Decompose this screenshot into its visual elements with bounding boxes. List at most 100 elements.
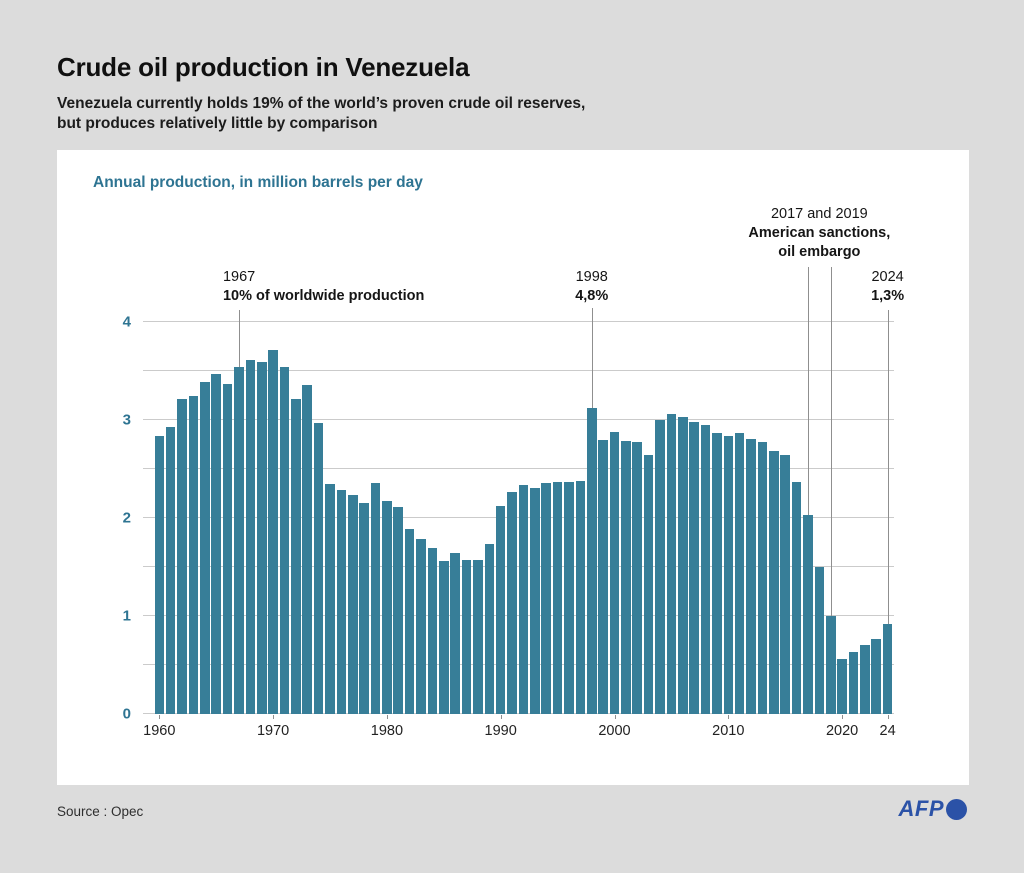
annotation-line-2017: [807, 267, 809, 516]
afp-logo: AFP: [899, 796, 967, 822]
bar-2023: [871, 638, 882, 714]
bar-2013: [757, 441, 768, 714]
bar-2008: [700, 424, 711, 714]
bar-1963: [188, 395, 199, 714]
bar-2019: [825, 616, 836, 714]
bar-1974: [313, 422, 324, 714]
bar-2007: [689, 421, 699, 714]
bar-1996: [564, 481, 574, 714]
bar-1976: [336, 489, 347, 714]
bar-1964: [200, 381, 210, 714]
gridline: [143, 713, 894, 714]
bar-2022: [860, 645, 870, 714]
bar-2021: [848, 652, 859, 714]
subtitle-line-2: but produces relatively little by compar…: [57, 115, 378, 132]
x-axis-tick: [159, 715, 161, 719]
source-label: Source : Opec: [57, 804, 144, 819]
x-axis-tick: [887, 715, 889, 719]
gridline: [143, 566, 894, 567]
subtitle-line-1: Venezuela currently holds 19% of the wor…: [57, 95, 586, 112]
bar-2000: [609, 431, 620, 714]
annotation-prod1967: 1967 10% of worldwide production: [223, 268, 424, 306]
bar-1960: [154, 435, 165, 714]
bar-1993: [530, 487, 540, 714]
x-axis-tick: [386, 715, 388, 719]
annotation-text-line: 10% of worldwide production: [222, 288, 425, 304]
bar-2020: [837, 659, 847, 714]
afp-logo-dot-icon: [946, 798, 967, 820]
bar-2024: [882, 623, 893, 714]
chart-title: Annual production, in million barrels pe…: [93, 174, 423, 191]
bar-1971: [279, 367, 290, 714]
annotation-sanctions: 2017 and 2019 American sanctions, oil emba…: [748, 205, 890, 262]
bar-1970: [268, 350, 278, 714]
annotation-text-line: oil embargo: [778, 244, 861, 260]
bar-1998: [586, 408, 597, 714]
bar-1984: [427, 548, 438, 714]
bar-1994: [541, 482, 551, 714]
bar-2006: [677, 417, 688, 714]
x-axis-tick: [614, 715, 616, 719]
bar-2012: [746, 438, 756, 714]
bar-1988: [473, 560, 483, 714]
annotation-text-line: 1998: [575, 269, 608, 285]
bar-1975: [325, 483, 335, 714]
gridline: [143, 615, 894, 616]
bar-1982: [404, 528, 415, 714]
bar-2004: [655, 420, 665, 714]
x-axis-label: 24: [879, 723, 896, 739]
y-axis-label: 4: [122, 313, 131, 331]
gridline: [143, 468, 894, 469]
x-axis-tick: [728, 715, 730, 719]
x-axis-label: 2020: [825, 723, 859, 739]
annotation-share1998: 1998 4,8%: [575, 268, 608, 306]
x-axis-label: 1980: [370, 723, 404, 739]
bar-1987: [461, 560, 472, 714]
bar-2009: [712, 432, 722, 714]
bar-1983: [416, 538, 426, 714]
bar-1978: [359, 503, 369, 714]
gridline: [143, 370, 894, 371]
bar-1980: [382, 501, 392, 714]
bar-1962: [177, 399, 187, 714]
annotation-text-line: 4,8%: [575, 288, 609, 304]
y-axis-label: 2: [122, 509, 131, 527]
bar-2001: [621, 440, 631, 714]
bar-1989: [484, 544, 495, 714]
bar-1969: [256, 362, 267, 714]
x-axis-tick: [842, 715, 844, 719]
annotation-line-1967: [238, 310, 240, 368]
y-axis-label: 3: [122, 411, 131, 429]
x-axis-tick: [500, 715, 502, 719]
x-axis-label: 2000: [598, 723, 631, 739]
bar-1973: [302, 384, 313, 714]
bar-2011: [734, 432, 745, 714]
bar-2016: [791, 481, 802, 714]
bar-1997: [575, 480, 586, 714]
bar-2014: [769, 451, 779, 714]
bar-1990: [495, 506, 506, 714]
bar-1995: [552, 481, 563, 714]
x-axis-label: 1960: [143, 723, 176, 739]
bar-chart-plot: 0 1 2 3 4 1960 1970 1980 1990 2000 2010 2020 24 1967 1…: [123, 206, 904, 739]
bar-1967: [234, 367, 244, 714]
annotation-text-line: 2024: [871, 269, 904, 285]
annotation-text-line: 1,3%: [871, 288, 905, 304]
x-axis-tick: [273, 715, 275, 719]
bar-1991: [507, 491, 517, 714]
bar-2018: [814, 567, 825, 714]
gridline: [143, 321, 894, 322]
bar-2002: [632, 441, 643, 714]
x-axis-label: 1970: [256, 723, 290, 739]
gridline: [143, 419, 894, 420]
y-axis-label: 0: [122, 705, 131, 723]
annotation-share2024: 2024 1,3%: [871, 268, 904, 306]
bar-2015: [780, 455, 790, 714]
bar-1972: [291, 399, 301, 714]
chart-card: Annual production, in million barrels pe…: [57, 150, 969, 785]
bar-2005: [666, 414, 677, 714]
bar-1985: [439, 561, 449, 714]
bar-2010: [723, 435, 734, 714]
bar-1961: [165, 426, 176, 714]
